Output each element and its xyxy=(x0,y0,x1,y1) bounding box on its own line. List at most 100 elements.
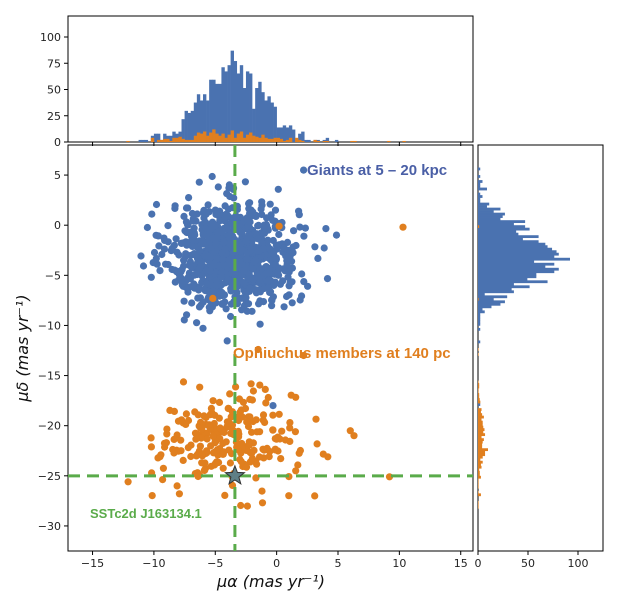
ophiuchus-point xyxy=(184,416,193,425)
giant-point xyxy=(247,246,255,255)
top-hist-x-ticks xyxy=(92,142,462,146)
right-hist-bar-giants xyxy=(478,310,485,314)
ophiuchus-point xyxy=(209,432,217,440)
giant-point xyxy=(160,245,168,253)
y-tick-label: −5 xyxy=(45,269,61,282)
right-hist-bar-ophiuchus xyxy=(478,353,479,356)
ophiuchus-point xyxy=(174,417,183,425)
ophiuchus-point xyxy=(319,450,327,458)
right-hist-bar-ophiuchus xyxy=(478,433,486,437)
top-histogram-panel: 0 25 50 75 100 xyxy=(40,15,474,149)
giant-point xyxy=(181,239,189,248)
giant-point xyxy=(197,261,205,269)
right-hist-bar-ophiuchus xyxy=(478,463,481,467)
right-hist-bar-giants xyxy=(478,270,555,274)
giant-point xyxy=(149,259,157,267)
giant-point xyxy=(143,223,151,232)
giant-point xyxy=(193,210,201,218)
right-hist-bar-ophiuchus xyxy=(478,485,479,489)
ophiuchus-point xyxy=(179,378,188,386)
right-hist-bar-giants xyxy=(478,210,494,213)
giant-point xyxy=(213,281,221,290)
top-hist-bar-giants xyxy=(325,137,330,142)
right-hist-bar-giants xyxy=(478,220,526,223)
ophiuchus-point xyxy=(346,427,354,435)
right-hist-bar-ophiuchus xyxy=(478,385,480,389)
giant-point xyxy=(269,250,278,258)
top-hist-bar-ophiuchus xyxy=(156,139,161,142)
ophiuchus-point xyxy=(215,398,224,406)
ophiuchus-point xyxy=(256,381,264,389)
giant-point xyxy=(254,235,262,243)
giant-point xyxy=(271,260,279,268)
giant-point xyxy=(137,252,145,260)
top-hist-bar-ophiuchus xyxy=(245,134,250,142)
giant-point xyxy=(196,247,204,255)
ophiuchus-point xyxy=(200,412,208,420)
giant-point xyxy=(218,288,226,297)
x-tick-label: 0 xyxy=(273,557,280,570)
giant-point xyxy=(300,232,308,240)
right-hist-bar-giants xyxy=(478,200,481,203)
right-hist-bar-ophiuchus xyxy=(478,400,481,404)
right-hist-bar-giants xyxy=(478,175,481,178)
top-hist-bar-giants xyxy=(279,127,284,142)
ophiuchus-point xyxy=(269,411,277,419)
right-hist-bar-ophiuchus xyxy=(478,503,479,507)
target-star-marker xyxy=(224,464,246,486)
right-hist-bar-giants xyxy=(478,275,537,279)
ophiuchus-point xyxy=(179,456,187,464)
right-hist-bar-ophiuchus xyxy=(478,490,479,494)
x-tick-label: −15 xyxy=(81,557,104,570)
giant-point xyxy=(172,235,180,243)
top-hist-bar-ophiuchus xyxy=(169,140,173,142)
giant-point xyxy=(207,281,215,289)
giant-point xyxy=(195,178,203,186)
right-hist-bar-ophiuchus xyxy=(478,398,480,401)
right-hist-bar-giants xyxy=(478,320,481,324)
right-hist-bar-ophiuchus xyxy=(478,453,486,457)
giant-point xyxy=(188,242,196,250)
ophiuchus-point xyxy=(225,446,233,454)
right-hist-bar-giants xyxy=(478,277,528,281)
ophiuchus-point xyxy=(258,499,267,507)
right-hist-bar-ophiuchus xyxy=(478,440,483,444)
ophiuchus-point xyxy=(248,428,256,436)
right-hist-bar-giants xyxy=(478,285,530,289)
top-hist-bar-giants xyxy=(141,139,146,142)
giant-point xyxy=(218,300,226,308)
giant-point xyxy=(280,244,288,252)
ophiuchus-point xyxy=(275,222,283,230)
ophiuchus-point xyxy=(259,445,267,453)
giant-point xyxy=(156,267,164,275)
right-hist-bar-ophiuchus xyxy=(478,225,480,229)
top-hist-bar-ophiuchus xyxy=(196,132,201,142)
top-hist-bar-giants xyxy=(264,100,268,142)
giant-point xyxy=(214,183,222,191)
right-hist-bar-giants xyxy=(478,272,537,276)
giant-point xyxy=(304,282,312,290)
ophiuchus-point xyxy=(295,449,303,457)
right-hist-bar-ophiuchus xyxy=(478,383,480,386)
top-hist-bar-giants xyxy=(172,131,176,142)
top-hist-bar-giants xyxy=(163,133,167,142)
ophiuchus-point xyxy=(209,449,218,457)
giant-point xyxy=(268,302,276,310)
giant-point xyxy=(264,277,272,285)
top-hist-bar-ophiuchus xyxy=(181,138,185,142)
ophiuchus-point xyxy=(148,492,156,500)
right-hist-bar-ophiuchus xyxy=(478,435,482,439)
top-hist-bar-ophiuchus xyxy=(258,137,262,142)
top-hist-bar-giants xyxy=(190,110,195,142)
right-hist-bar-giants xyxy=(478,322,481,326)
x-tick-label: 10 xyxy=(392,557,406,570)
main-overlay xyxy=(68,145,473,551)
y-tick-label: −30 xyxy=(38,520,61,533)
right-hist-bar-giants xyxy=(478,305,492,309)
top-hist-bar-giants xyxy=(236,73,241,142)
giant-point xyxy=(193,319,201,327)
top-hist-bar-ophiuchus xyxy=(353,140,357,142)
right-hist-bar-giants xyxy=(478,312,481,316)
giant-point xyxy=(225,184,233,192)
